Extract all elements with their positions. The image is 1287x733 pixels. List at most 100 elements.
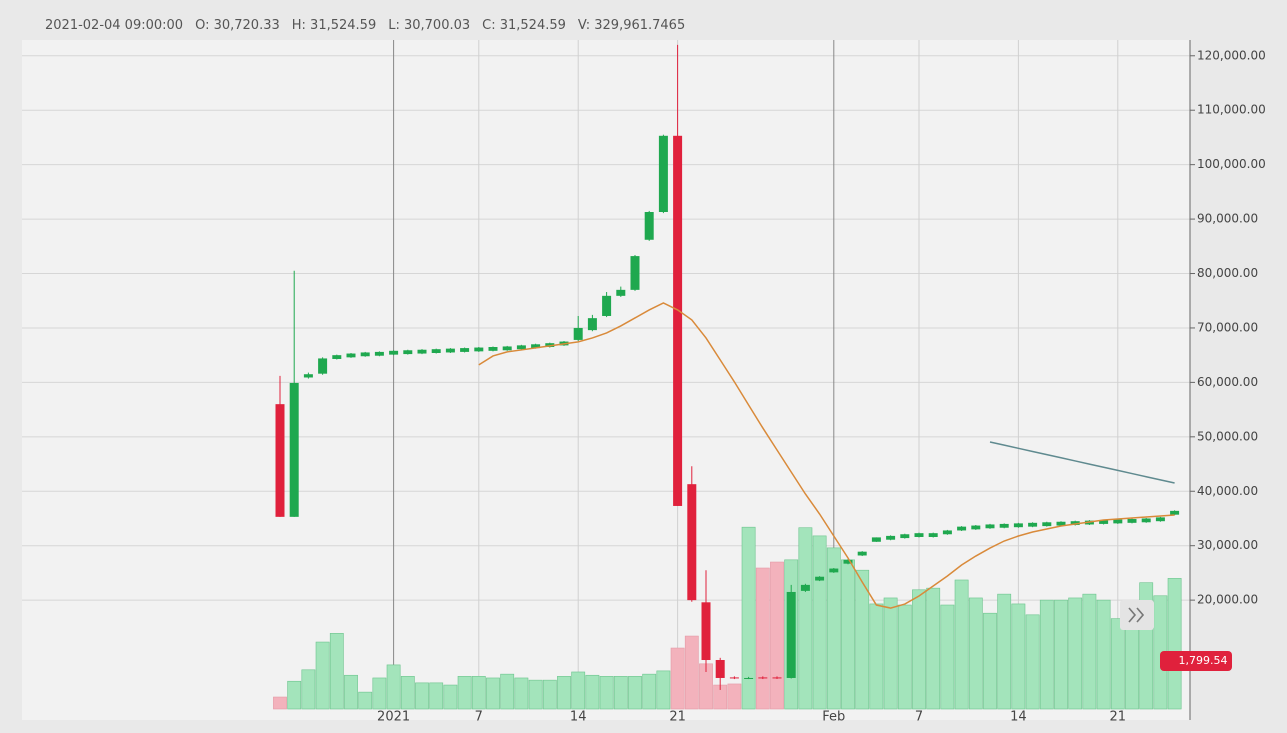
candle-body [829, 568, 839, 573]
x-tick-label: 2021 [377, 710, 410, 725]
header-item: O: 30,720.33 [195, 18, 280, 33]
candle-body [758, 677, 768, 679]
y-tick-label: 20,000.00 [1197, 593, 1258, 607]
candle-body [1013, 523, 1023, 528]
candle-body [701, 602, 711, 661]
volume-bar [841, 559, 855, 710]
candle-body [545, 343, 555, 348]
x-tick-label: 21 [1110, 710, 1127, 725]
candle-body [914, 533, 924, 537]
moving-average-line [989, 441, 1175, 484]
volume-bar [273, 696, 287, 710]
volume-bar [642, 673, 657, 710]
candle-body [431, 349, 441, 353]
price-tag [1160, 651, 1232, 671]
scroll-icon[interactable] [1128, 607, 1145, 623]
candle-body [772, 677, 782, 679]
volume-bar [358, 691, 373, 710]
candle-body [886, 535, 896, 540]
volume-bar [1054, 599, 1068, 710]
header-item: L: 30,700.03 [388, 18, 471, 33]
candle-body [488, 347, 498, 351]
candle-body [445, 348, 455, 353]
candle-body [999, 523, 1009, 528]
candle-body [942, 530, 952, 535]
volume-bar [755, 567, 770, 710]
candle-body [957, 526, 967, 531]
candle-body [602, 295, 612, 316]
x-tick-label: 7 [475, 710, 483, 725]
candle-body [318, 358, 328, 374]
scroll-button[interactable] [1120, 600, 1154, 630]
volume-bar [415, 682, 429, 710]
volume-bar [500, 673, 515, 710]
volume-bar [628, 676, 642, 710]
volume-bar [869, 603, 884, 710]
candle-body [687, 484, 697, 601]
candle-body [843, 559, 853, 564]
volume-bar [613, 676, 628, 710]
x-tick-label: 14 [1010, 710, 1027, 725]
volume-bar [940, 604, 955, 710]
candle-body [1127, 519, 1137, 523]
plot-background [22, 40, 1190, 720]
candle-body [460, 348, 470, 352]
scroll-button-bg[interactable] [1120, 600, 1154, 630]
candle-body [871, 537, 881, 542]
volume-bar [1011, 603, 1026, 710]
volume-bar [315, 641, 330, 710]
volume-bar [1125, 618, 1139, 710]
candle-body [275, 404, 285, 517]
volume-bar [486, 677, 500, 710]
volume-bar [585, 674, 600, 710]
candle-body [332, 355, 342, 359]
volume-bar [1167, 578, 1182, 710]
volume-bar [571, 671, 586, 710]
y-tick-label: 30,000.00 [1197, 538, 1258, 552]
candle-body [303, 374, 313, 378]
candle-body [1042, 522, 1052, 527]
candle-body [374, 351, 384, 356]
candle-body [1056, 521, 1066, 526]
x-tick-label: 7 [915, 710, 923, 725]
volume-bar [883, 597, 898, 710]
x-tick-label: 14 [570, 710, 587, 725]
candle-body [531, 344, 541, 349]
moving-average-line [478, 302, 1175, 609]
candle-body [389, 350, 399, 355]
volume-bar [968, 597, 983, 710]
volume-bar [926, 587, 941, 710]
candle-body [744, 677, 754, 679]
volume-bar [741, 526, 756, 710]
candle-body [985, 524, 995, 529]
volume-bar [727, 683, 742, 710]
ohlc-header: 2021-02-04 09:00:00 O: 30,720.33 H: 31,524… [45, 18, 685, 33]
candle-body [729, 677, 739, 679]
y-tick-label: 120,000.00 [1197, 48, 1266, 62]
volume-bar [855, 569, 870, 710]
volume-bar [997, 593, 1012, 710]
volume-bar [1096, 599, 1111, 710]
volume-bar [1082, 593, 1097, 710]
volume-bar [443, 684, 458, 710]
volume-bar [770, 561, 784, 710]
volume-bar [301, 669, 316, 710]
volume-bar [1110, 618, 1125, 710]
y-tick-label: 80,000.00 [1197, 266, 1258, 280]
volume-bar [557, 676, 571, 710]
header-item: 2021-02-04 09:00:00 [45, 18, 184, 33]
volume-bar [798, 527, 813, 710]
y-tick-label: 110,000.00 [1197, 103, 1266, 117]
candle-body [630, 256, 640, 290]
candle-body [616, 289, 626, 296]
volume-bar [812, 535, 827, 710]
volume-bar [542, 679, 557, 710]
candle-body [715, 660, 725, 678]
candle-body [417, 349, 427, 354]
volume-bar [329, 633, 344, 710]
candle-body [1070, 521, 1080, 526]
candle-body [289, 382, 299, 517]
candle-body [1170, 510, 1180, 515]
candle-body [1028, 522, 1038, 527]
candle-body [786, 591, 796, 678]
